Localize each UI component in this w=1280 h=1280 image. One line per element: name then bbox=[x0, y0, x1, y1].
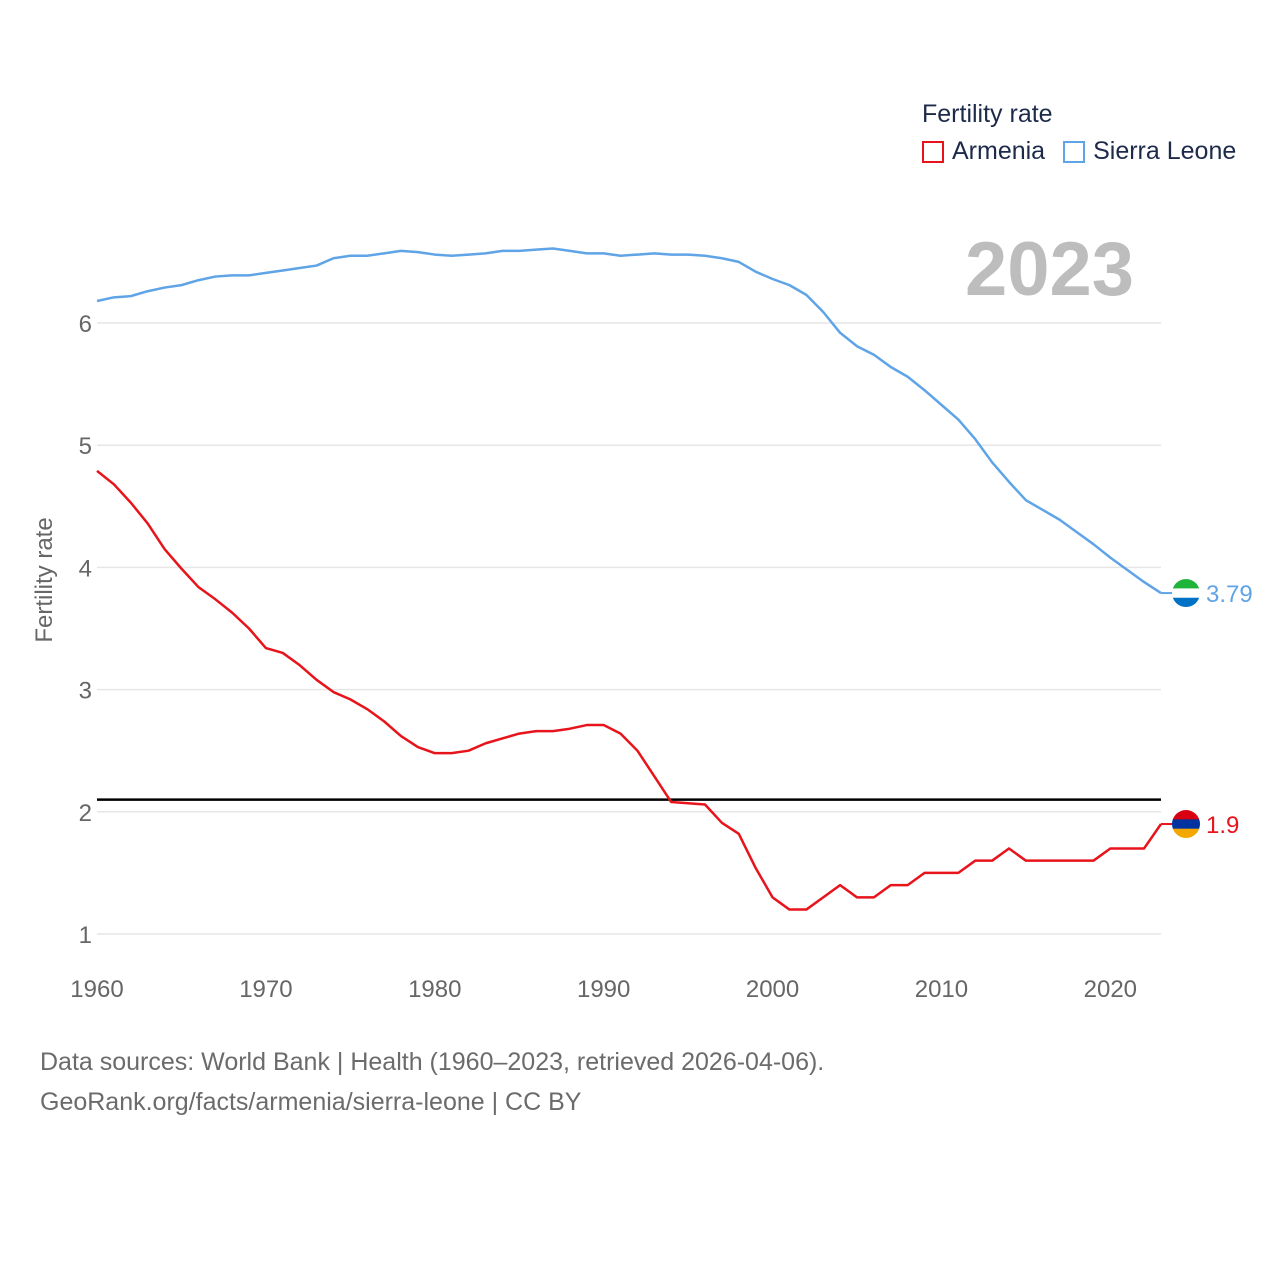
y-tick-label: 5 bbox=[79, 433, 92, 460]
x-tick-label: 2000 bbox=[746, 976, 799, 1003]
x-tick-label: 2020 bbox=[1084, 976, 1137, 1003]
series-lines bbox=[96, 247, 1163, 911]
y-tick-label: 3 bbox=[79, 678, 92, 705]
grid-lines bbox=[97, 322, 1161, 935]
legend: Fertility rate Armenia Sierra Leone bbox=[922, 100, 1254, 166]
legend-item-armenia[interactable]: Armenia bbox=[922, 137, 1045, 166]
x-tick-label: 1990 bbox=[577, 976, 630, 1003]
flag-icon-sierra-leone bbox=[1172, 579, 1200, 608]
y-tick-label: 4 bbox=[79, 555, 92, 582]
current-year-label: 2023 bbox=[965, 227, 1135, 312]
legend-title: Fertility rate bbox=[922, 100, 1053, 128]
end-value-label-armenia: 1.9 bbox=[1206, 812, 1239, 839]
legend-label-sierra-leone: Sierra Leone bbox=[1093, 137, 1237, 165]
flag-icon-armenia bbox=[1172, 810, 1200, 839]
series-line-sierra-leone bbox=[96, 247, 1162, 595]
x-tick-label: 1980 bbox=[408, 976, 461, 1003]
x-tick-label: 1960 bbox=[70, 976, 123, 1003]
y-tick-label: 2 bbox=[79, 800, 92, 827]
data-source-footer: Data sources: World Bank | Health (1960–… bbox=[40, 1042, 824, 1122]
x-tick-label: 2010 bbox=[915, 976, 968, 1003]
x-axis-ticks: 1960 1970 1980 1990 2000 2010 2020 bbox=[70, 976, 1137, 1003]
end-value-label-sierra-leone: 3.79 bbox=[1206, 581, 1253, 608]
source-line: Data sources: World Bank | Health (1960–… bbox=[40, 1048, 825, 1076]
y-tick-label: 1 bbox=[79, 922, 92, 949]
legend-swatch-armenia bbox=[922, 140, 944, 163]
y-tick-label: 6 bbox=[79, 311, 92, 338]
x-tick-label: 1970 bbox=[239, 976, 292, 1003]
y-axis-ticks: 1 2 3 4 5 6 bbox=[79, 311, 92, 949]
legend-label-armenia: Armenia bbox=[952, 137, 1046, 165]
y-axis-label: Fertility rate bbox=[31, 517, 58, 642]
series-end-markers: 1.9 3.79 bbox=[1161, 579, 1253, 839]
source-link[interactable]: GeoRank.org/facts/armenia/sierra-leone |… bbox=[40, 1088, 582, 1116]
legend-item-sierra-leone[interactable]: Sierra Leone bbox=[1063, 137, 1236, 166]
series-line-armenia bbox=[96, 469, 1163, 911]
legend-swatch-sierra-leone bbox=[1063, 140, 1086, 163]
